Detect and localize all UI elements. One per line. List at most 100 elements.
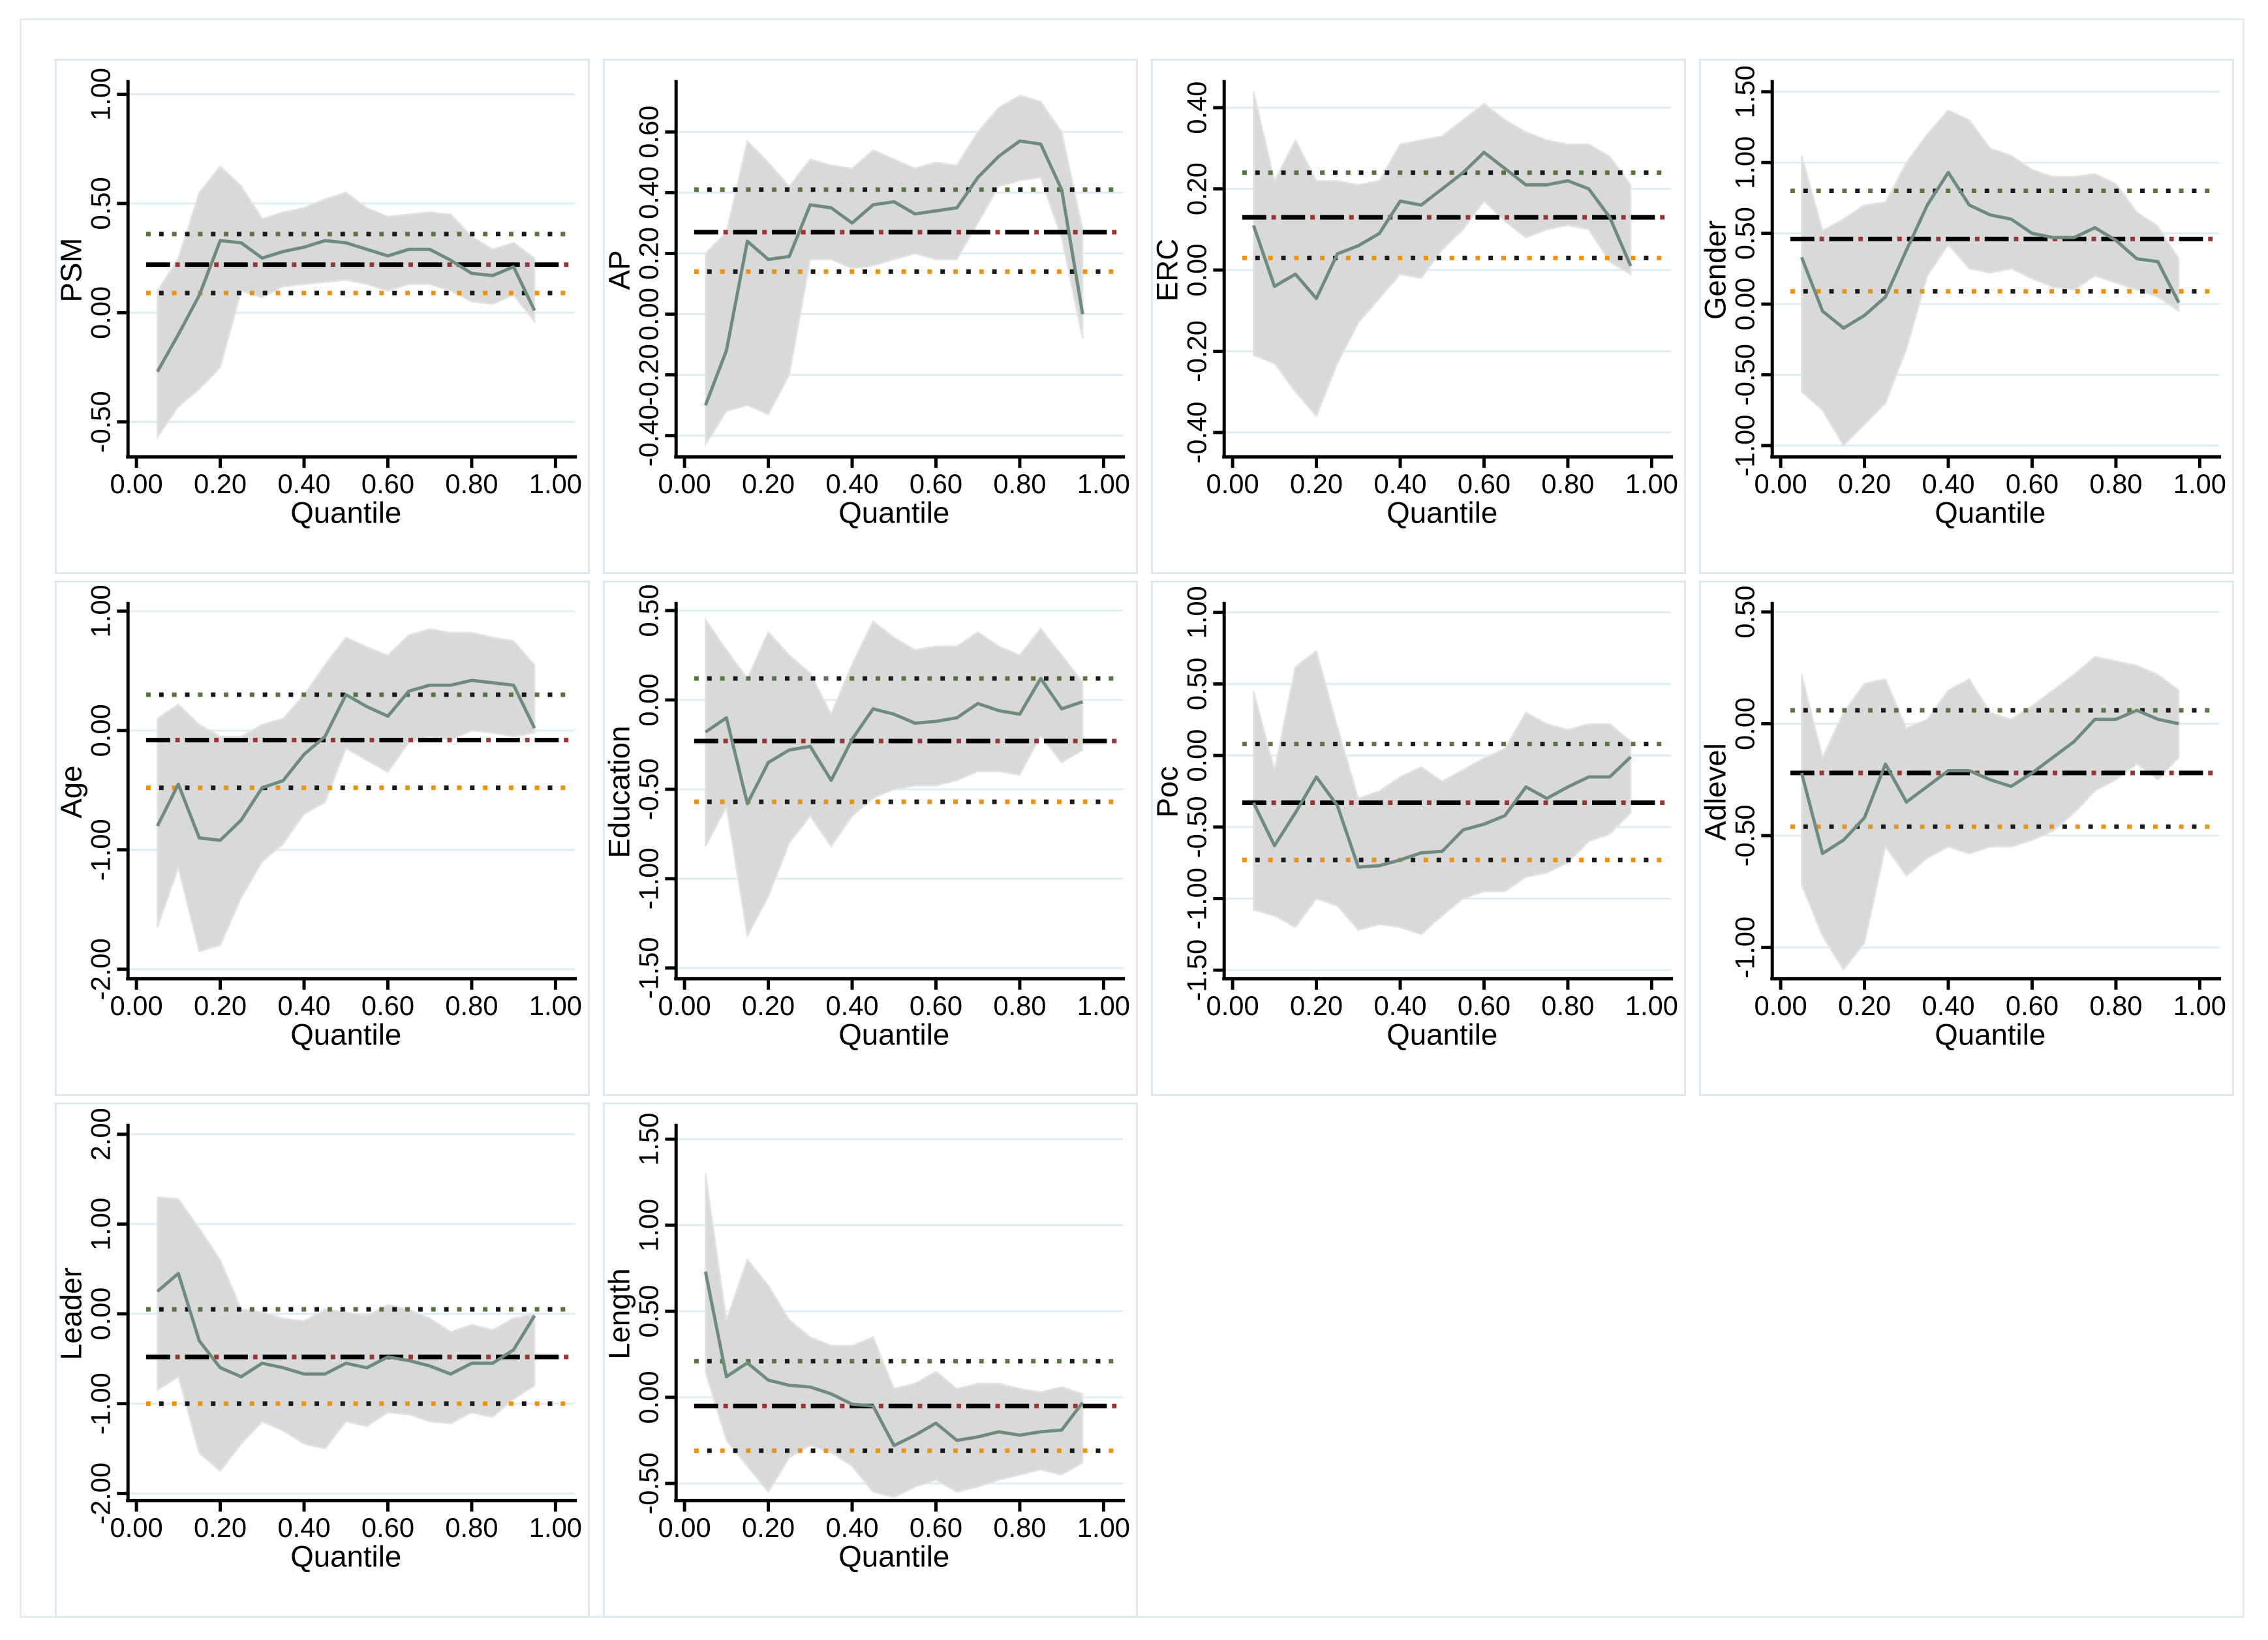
- x-tick-label: 0.40: [277, 468, 330, 499]
- y-tick-label: 1.50: [633, 1113, 664, 1166]
- chart-length: 1.501.000.500.00-0.500.00 0.20 0.40 0.60 0.8…: [605, 1113, 1130, 1573]
- x-tick-label: 1.00: [1625, 990, 1678, 1021]
- y-axis-title: Gender: [1701, 220, 1732, 320]
- panel-length: 1.50 1.00 0.50 0.00 -0.50 0.00 0.20 0.40 0.60 0.8…: [603, 1102, 1138, 1618]
- x-tick-label: 0.20: [194, 1512, 247, 1543]
- panel-gender: 1.50 1.00 0.50 0.00 -0.50 -1.00 0.00 0.20 0.40 0.…: [1699, 59, 2234, 574]
- y-tick-label: 0.60: [633, 106, 664, 159]
- y-tick-label: -1.00: [1729, 415, 1760, 477]
- x-tick-label: 0.60: [2006, 468, 2059, 499]
- y-axis-title: Adlevel: [1701, 743, 1732, 841]
- x-tick-label: 1.00: [2173, 468, 2226, 499]
- chart-leader: 2.001.000.00-1.00-2.000.00 0.20 0.40 0.60 0.…: [57, 1108, 582, 1573]
- y-tick-label: 1.00: [1729, 136, 1760, 189]
- confidence-band: [704, 1173, 1084, 1498]
- x-tick-label: 0.60: [361, 990, 414, 1021]
- y-tick-label: 2.00: [85, 1108, 115, 1161]
- x-tick-label: 1.00: [1625, 468, 1678, 499]
- x-tick-label: 0.20: [1290, 468, 1343, 499]
- x-tick-label: 0.20: [742, 990, 795, 1021]
- y-tick-label: 0.20: [1181, 162, 1212, 215]
- x-tick-label: 0.40: [1373, 990, 1426, 1021]
- x-tick-label: 0.40: [277, 1512, 330, 1543]
- y-tick-label: -2.00: [85, 938, 115, 1000]
- chart-ap: 0.600.400.200.00-0.20-0.400.00 0.20 0.40 0.…: [605, 80, 1130, 530]
- y-axis-title: AP: [605, 251, 636, 290]
- y-tick-label: 1.00: [1181, 586, 1212, 639]
- y-tick-label: -0.50: [1181, 796, 1212, 858]
- y-tick-label: -1.50: [1181, 939, 1212, 1001]
- x-tick-label: 0.20: [742, 468, 795, 499]
- x-tick-label: 0.00: [658, 990, 711, 1021]
- x-axis-title: Quantile: [1387, 496, 1497, 530]
- y-tick-label: 0.00: [1181, 729, 1212, 782]
- y-tick-label: -0.50: [1729, 344, 1760, 406]
- x-tick-label: 0.20: [194, 990, 247, 1021]
- x-tick-label: 0.00: [110, 990, 163, 1021]
- x-axis-title: Quantile: [1935, 496, 2046, 530]
- x-tick-label: 0.40: [825, 468, 878, 499]
- confidence-band: [1252, 91, 1632, 418]
- y-tick-label: -0.50: [1729, 804, 1760, 866]
- y-tick-label: 1.00: [85, 68, 115, 121]
- x-tick-label: 0.40: [825, 1512, 878, 1543]
- panel-age: 1.00 0.00 -1.00 -2.00 0.00 0.20 0.40 0.60 0.80 1.…: [55, 581, 590, 1096]
- x-axis-title: Quantile: [838, 496, 949, 530]
- y-tick-label: -0.20: [633, 344, 664, 406]
- y-axis-title: PSM: [57, 238, 88, 303]
- chart-education: 0.500.00-0.50-1.00-1.500.00 0.20 0.40 0.60 0…: [605, 584, 1130, 1051]
- y-tick-label: 1.00: [85, 585, 115, 637]
- x-tick-label: 0.80: [445, 1512, 498, 1543]
- y-tick-label: 0.20: [633, 227, 664, 280]
- confidence-band: [156, 165, 536, 440]
- x-tick-label: 0.80: [993, 990, 1046, 1021]
- x-tick-label: 0.00: [1755, 990, 1807, 1021]
- x-tick-label: 0.20: [194, 468, 247, 499]
- y-tick-label: -1.00: [85, 1373, 115, 1435]
- x-tick-label: 0.60: [910, 990, 962, 1021]
- x-tick-label: 0.00: [1206, 468, 1259, 499]
- y-axis-title: Age: [57, 765, 88, 818]
- y-axis-title: Length: [605, 1268, 636, 1359]
- chart-erc: 0.40 0.20 0.00 -0.20 -0.40 0.00 0.20 0.40 0.60 0.…: [1153, 80, 1678, 530]
- x-tick-label: 0.60: [361, 468, 414, 499]
- x-tick-label: 0.60: [1458, 468, 1510, 499]
- y-tick-label: 1.00: [85, 1198, 115, 1251]
- y-tick-label: 0.00: [85, 286, 115, 339]
- y-tick-label: -0.20: [1181, 320, 1212, 382]
- x-tick-label: 0.20: [1838, 990, 1891, 1021]
- y-tick-label: -0.50: [85, 391, 115, 453]
- y-tick-label: -1.00: [1729, 917, 1760, 979]
- quantile-estimate-line: [1251, 755, 1632, 869]
- x-axis-title: Quantile: [1935, 1018, 2046, 1052]
- y-tick-label: 0.50: [1729, 207, 1760, 260]
- x-tick-label: 0.00: [110, 1512, 163, 1543]
- x-tick-label: 1.00: [1077, 990, 1130, 1021]
- x-tick-label: 0.60: [2006, 990, 2059, 1021]
- panel-poc: 1.00 0.50 0.00 -0.50 -1.00 -1.50 0.00 0.20 0.40 0…: [1151, 581, 1686, 1096]
- x-tick-label: 0.80: [1541, 468, 1594, 499]
- x-tick-label: 0.00: [658, 468, 711, 499]
- quantile-estimate-line: [1800, 708, 2179, 855]
- x-tick-label: 0.80: [2089, 468, 2142, 499]
- x-tick-label: 0.80: [2089, 990, 2142, 1021]
- y-tick-label: 1.50: [1729, 65, 1760, 118]
- y-tick-label: -1.50: [633, 937, 664, 999]
- x-tick-label: 0.20: [1290, 990, 1343, 1021]
- quantile-estimate-line: [1251, 151, 1632, 301]
- x-tick-label: 0.00: [658, 1512, 711, 1543]
- y-tick-label: 0.00: [633, 673, 664, 726]
- x-axis-title: Quantile: [290, 496, 401, 530]
- quantile-estimate-line: [703, 1271, 1084, 1448]
- y-tick-label: 0.00: [1729, 278, 1760, 331]
- x-tick-label: 0.40: [1922, 990, 1974, 1021]
- panel-education: 0.50 0.00 -0.50 -1.00 -1.50 0.00 0.20 0.40 0.60 0…: [603, 581, 1138, 1096]
- confidence-band: [704, 616, 1084, 939]
- y-tick-label: 0.50: [85, 177, 115, 230]
- confidence-band: [1252, 649, 1632, 935]
- y-tick-label: 0.00: [1729, 697, 1760, 750]
- quantile-estimate-line: [156, 239, 536, 372]
- panel-psm: 1.00 0.50 0.00 -0.50 0.00 0.20 0.40 0.60 0.80 1.0…: [55, 59, 590, 574]
- x-tick-label: 1.00: [1077, 468, 1130, 499]
- x-axis-title: Quantile: [838, 1540, 949, 1573]
